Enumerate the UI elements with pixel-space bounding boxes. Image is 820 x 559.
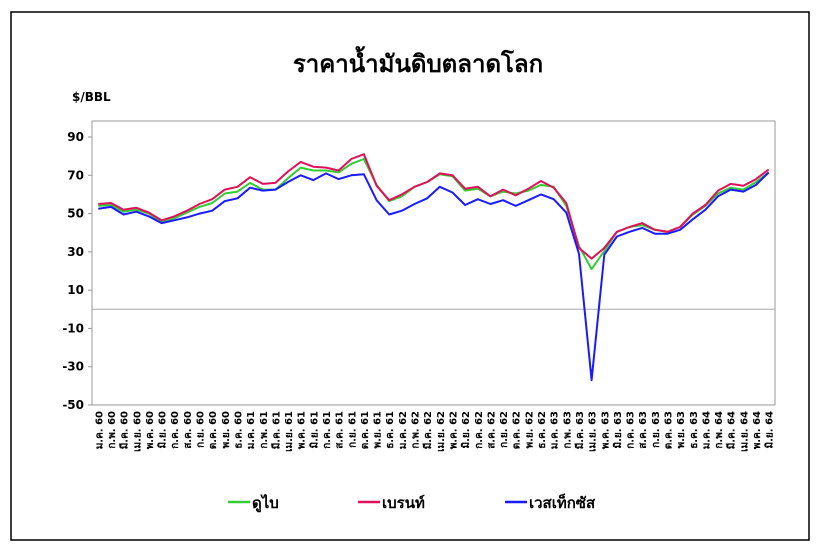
series-line: [98, 153, 770, 260]
x-tick-label: ม.ค. 64: [701, 411, 712, 449]
x-tick-label: เม.ย. 61: [284, 411, 295, 452]
x-tick-label: ธ.ค. 62: [537, 411, 548, 449]
x-tick-label: ก.พ. 61: [259, 411, 270, 449]
x-tick-label: ม.ค. 63: [550, 411, 561, 449]
y-tick-label: 50: [67, 207, 84, 221]
x-tick-label: มี.ค. 61: [270, 411, 282, 449]
x-tick-label: ธ.ค. 60: [233, 411, 244, 449]
y-tick-label: -10: [62, 321, 84, 335]
y-axis-label: $/BBL: [72, 90, 111, 104]
x-tick-label: ก.พ. 60: [107, 411, 118, 449]
legend-label: ดูไบ: [252, 493, 279, 513]
x-tick-label: มี.ค. 60: [119, 411, 131, 449]
y-tick-label: -30: [62, 360, 84, 374]
x-tick-label: พ.ค. 60: [145, 411, 156, 449]
x-tick-label: พ.ย. 60: [221, 411, 232, 448]
x-tick-label: พ.ย. 61: [373, 411, 384, 448]
x-tick-label: พ.ย. 62: [524, 411, 535, 448]
x-tick-label: ต.ค. 60: [208, 411, 219, 449]
x-tick-label: ม.ค. 60: [94, 411, 105, 449]
x-tick-label: มิ.ย. 64: [764, 411, 776, 448]
legend-label: เวสเท็กซัส: [529, 493, 596, 512]
x-tick-label: ก.ค. 60: [170, 411, 181, 449]
x-tick-label: ต.ค. 61: [360, 411, 371, 449]
y-tick-label: 10: [67, 283, 84, 297]
x-tick-label: ก.ย. 62: [499, 411, 510, 448]
x-tick-label: เม.ย. 62: [436, 411, 447, 452]
x-tick-label: ก.ค. 63: [626, 411, 637, 449]
chart-title: ราคาน้ำมันดิบตลาดโลก: [293, 45, 543, 78]
x-tick-label: มิ.ย. 62: [460, 411, 472, 448]
x-tick-label: ส.ค. 61: [335, 411, 346, 449]
x-tick-label: ธ.ค. 63: [689, 411, 700, 449]
x-tick-label: ก.ย. 61: [347, 411, 358, 448]
x-tick-label: ก.พ. 62: [411, 411, 422, 449]
x-tick-label: ม.ค. 62: [398, 411, 409, 449]
x-tick-label: ก.ค. 62: [474, 411, 485, 449]
y-tick-label: 70: [67, 168, 84, 182]
x-tick-label: เม.ย. 60: [132, 411, 143, 452]
x-tick-label: มิ.ย. 61: [308, 411, 320, 448]
x-tick-label: เม.ย. 64: [739, 411, 750, 452]
x-tick-label: มี.ค. 62: [422, 411, 434, 449]
legend-label: เบรนท์: [382, 494, 425, 512]
x-tick-label: มิ.ย. 63: [612, 411, 624, 448]
x-tick-label: พ.ย. 63: [676, 411, 687, 448]
y-tick-label: 30: [67, 245, 84, 259]
x-tick-label: ส.ค. 63: [638, 411, 649, 449]
x-tick-label: ต.ค. 63: [663, 411, 674, 449]
x-tick-label: ก.พ. 63: [562, 411, 573, 449]
y-tick-label: 90: [67, 130, 84, 144]
x-tick-label: ก.ย. 60: [196, 411, 207, 448]
x-tick-label: ก.ค. 61: [322, 411, 333, 449]
x-tick-label: พ.ค. 63: [600, 411, 611, 449]
x-tick-label: ธ.ค. 61: [385, 411, 396, 449]
x-tick-label: พ.ค. 61: [297, 411, 308, 449]
x-tick-label: มิ.ย. 60: [157, 411, 169, 448]
x-tick-label: ส.ค. 62: [486, 411, 497, 449]
y-tick-label: -50: [62, 398, 84, 412]
chart-frame: [10, 11, 810, 541]
x-tick-label: พ.ค. 64: [752, 411, 763, 449]
x-tick-label: ต.ค. 62: [512, 411, 523, 449]
x-tick-label: มี.ค. 63: [574, 411, 586, 449]
series-line: [98, 171, 770, 382]
x-tick-label: ม.ค. 61: [246, 411, 257, 449]
x-tick-label: พ.ค. 62: [448, 411, 459, 449]
x-tick-label: ก.พ. 64: [714, 411, 725, 449]
plot-area: [91, 120, 776, 406]
x-tick-label: ก.ย. 63: [651, 411, 662, 448]
x-tick-label: มี.ค. 64: [726, 411, 738, 449]
x-tick-label: เม.ย. 63: [588, 411, 599, 452]
x-tick-label: ส.ค. 60: [183, 411, 194, 449]
